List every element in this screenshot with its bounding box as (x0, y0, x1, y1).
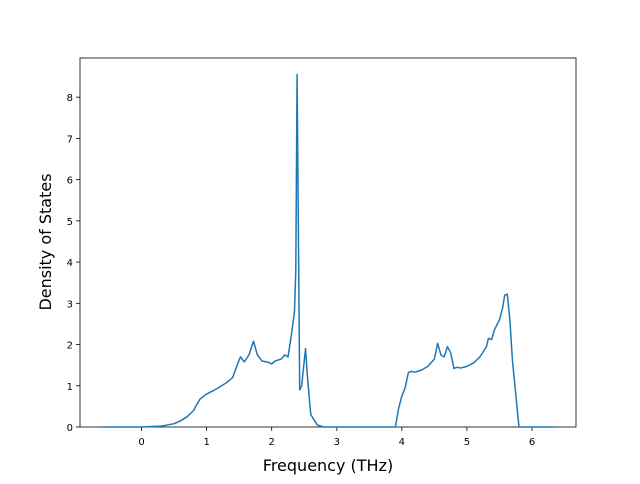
x-tick-label: 1 (203, 437, 209, 448)
y-tick-label: 6 (67, 176, 73, 187)
y-axis-label: Density of States (36, 173, 55, 310)
y-tick-label: 1 (67, 382, 73, 393)
x-axis-label: Frequency (THz) (263, 456, 393, 475)
data-line (102, 73, 554, 428)
plot-frame (79, 57, 577, 428)
x-tick-label: 6 (529, 437, 535, 448)
x-tick-label: 5 (464, 437, 470, 448)
x-tick-label: 2 (269, 437, 275, 448)
x-tick-label: 0 (138, 437, 144, 448)
y-tick-label: 7 (67, 134, 73, 145)
x-tick-label: 4 (399, 437, 405, 448)
y-tick-label: 8 (67, 93, 73, 104)
y-tick-label: 3 (67, 299, 73, 310)
x-tick-label: 3 (334, 437, 340, 448)
y-tick-label: 2 (67, 341, 73, 352)
y-tick-label: 0 (67, 423, 73, 434)
y-tick-label: 4 (67, 258, 73, 269)
y-tick-label: 5 (67, 217, 73, 228)
